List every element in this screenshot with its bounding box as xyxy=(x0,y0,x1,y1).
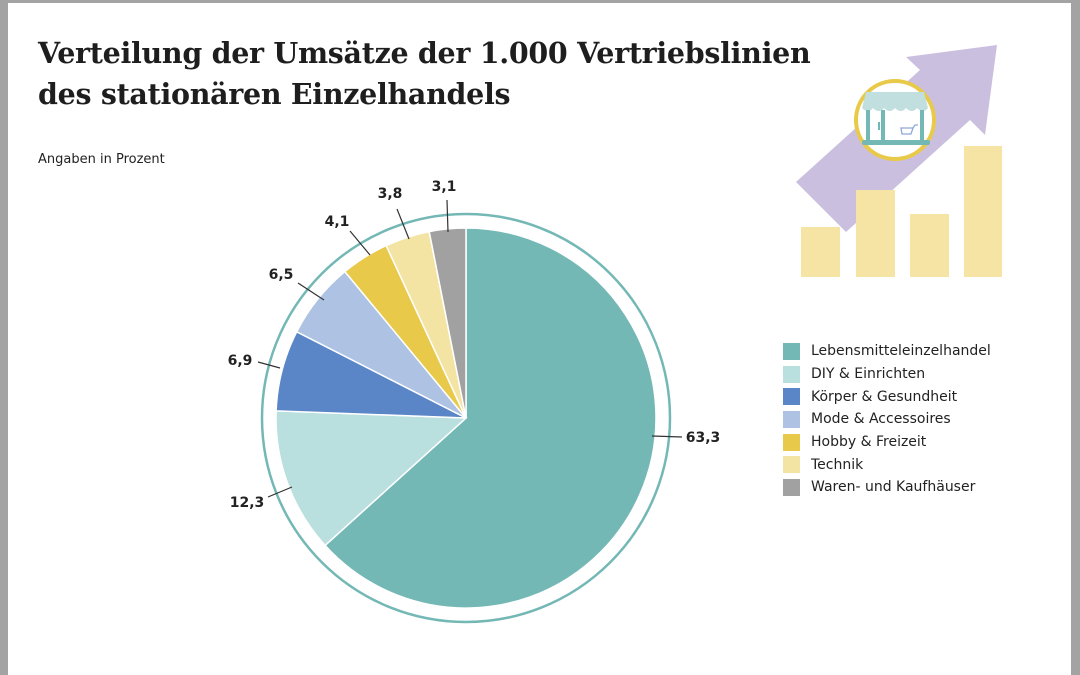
data-label-3: 6,5 xyxy=(269,267,294,283)
legend-swatch xyxy=(783,456,800,474)
leader-line-5 xyxy=(396,208,410,240)
legend-item: Hobby & Freizeit xyxy=(783,431,991,454)
legend-item: Waren- und Kaufhäuser xyxy=(783,476,991,499)
pie-slice-0 xyxy=(324,227,657,609)
data-label-1: 12,3 xyxy=(230,495,265,511)
legend-swatch xyxy=(783,388,800,406)
legend-label: Mode & Accessoires xyxy=(811,411,951,428)
title-line-1: Verteilung der Umsätze der 1.000 Vertrie… xyxy=(38,36,811,70)
data-label-0: 63,3 xyxy=(686,430,721,446)
legend-item: Lebensmitteleinzelhandel xyxy=(783,340,991,363)
leader-line-2 xyxy=(257,361,281,369)
legend-swatch xyxy=(783,433,800,451)
legend-label: DIY & Einrichten xyxy=(811,366,926,383)
data-label-5: 3,8 xyxy=(378,186,403,202)
leader-line-1 xyxy=(267,486,293,498)
growth-bars-icon xyxy=(801,146,1002,277)
legend-item: Körper & Gesundheit xyxy=(783,385,991,408)
leader-line-0 xyxy=(651,435,683,438)
data-label-6: 3,1 xyxy=(432,179,457,195)
legend-item: Mode & Accessoires xyxy=(783,408,991,431)
legend-item: DIY & Einrichten xyxy=(783,363,991,386)
legend-label: Waren- und Kaufhäuser xyxy=(811,479,976,496)
chart-title: Verteilung der Umsätze der 1.000 Vertrie… xyxy=(38,33,811,115)
store-icon xyxy=(854,79,936,161)
title-line-2: des stationären Einzelhandels xyxy=(38,77,511,111)
legend-item: Technik xyxy=(783,453,991,476)
legend-label: Hobby & Freizeit xyxy=(811,434,927,451)
pie-slice-1 xyxy=(275,410,468,547)
data-label-4: 4,1 xyxy=(325,214,350,230)
leader-line-3 xyxy=(297,282,325,301)
legend-label: Lebensmitteleinzelhandel xyxy=(811,343,991,360)
leader-line-4 xyxy=(349,230,371,256)
chart-subtitle: Angaben in Prozent xyxy=(38,152,165,167)
pie-outer-ring xyxy=(260,212,672,624)
legend-swatch xyxy=(783,365,800,383)
leader-line-6 xyxy=(446,199,449,233)
legend-swatch xyxy=(783,478,800,496)
legend-label: Technik xyxy=(811,456,864,473)
chart-legend: Lebensmitteleinzelhandel DIY & Einrichten… xyxy=(783,340,991,499)
legend-swatch xyxy=(783,410,800,428)
legend-label: Körper & Gesundheit xyxy=(811,388,958,405)
legend-swatch xyxy=(783,342,800,360)
data-label-2: 6,9 xyxy=(228,353,253,369)
